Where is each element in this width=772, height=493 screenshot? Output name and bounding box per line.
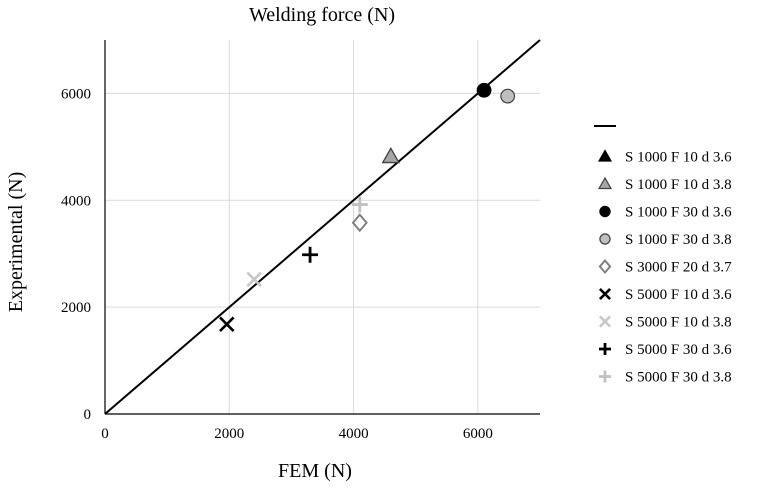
chart-title: Welding force (N) <box>249 4 395 26</box>
legend-label: S 5000 F 10 d 3.8 <box>625 315 732 331</box>
legend-label: S 1000 F 10 d 3.8 <box>625 177 732 193</box>
legend-label: S 3000 F 20 d 3.7 <box>625 260 732 276</box>
x-tick-label: 4000 <box>339 426 369 442</box>
legend-marker <box>599 343 611 355</box>
y-tick-label: 6000 <box>61 86 91 102</box>
x-tick-label: 6000 <box>463 426 493 442</box>
plot-area: 0 2000 4000 6000 0 2000 4000 6000 <box>61 39 541 442</box>
legend-label: S 5000 F 30 d 3.8 <box>625 370 732 386</box>
legend-marker <box>598 287 612 301</box>
data-point <box>351 196 368 213</box>
legend-marker <box>599 370 611 383</box>
legend-marker <box>597 176 613 190</box>
y-tick-label: 0 <box>84 407 92 423</box>
legend-marker <box>598 315 612 328</box>
reference-line <box>104 39 541 415</box>
x-tick-label: 2000 <box>214 426 244 442</box>
data-point <box>500 88 516 104</box>
legend: S 1000 F 10 d 3.6 S 1000 F 10 d 3.8 S 1000… <box>594 125 732 386</box>
legend-marker <box>599 233 611 245</box>
y-tick-label: 4000 <box>61 193 91 209</box>
data-point <box>219 316 235 332</box>
data-point <box>246 271 262 288</box>
x-tick-label: 0 <box>101 426 109 442</box>
x-axis-label: FEM (N) <box>278 460 352 482</box>
legend-label: S 5000 F 10 d 3.6 <box>625 287 732 303</box>
legend-label: S 5000 F 30 d 3.6 <box>625 342 732 358</box>
y-axis-label: Experimental (N) <box>5 172 27 313</box>
data-point <box>302 246 319 263</box>
data-point <box>476 82 492 98</box>
data-point <box>351 213 368 233</box>
y-tick-label: 2000 <box>61 300 91 316</box>
legend-marker <box>598 258 612 275</box>
legend-marker <box>599 205 611 218</box>
legend-label: S 1000 F 30 d 3.6 <box>625 205 732 221</box>
legend-label: S 1000 F 30 d 3.8 <box>625 232 732 248</box>
legend-marker <box>597 149 613 162</box>
data-point <box>381 147 400 164</box>
legend-label: S 1000 F 10 d 3.6 <box>625 150 732 166</box>
